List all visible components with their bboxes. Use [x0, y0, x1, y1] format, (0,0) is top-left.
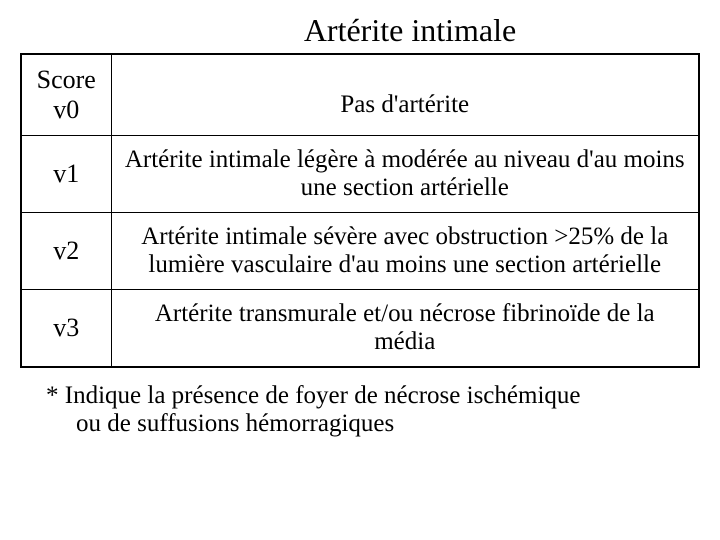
table-row: v2 Artérite intimale sévère avec obstruc… [21, 213, 699, 290]
table-row: v1 Artérite intimale légère à modérée au… [21, 136, 699, 213]
score-cell: Score v0 [21, 54, 111, 136]
score-table: Score v0 Pas d'artérite v1 Artérite inti… [20, 53, 700, 368]
score-header: Score [34, 65, 99, 95]
page-title: Artérite intimale [120, 12, 700, 49]
desc-cell: Artérite transmurale et/ou nécrose fibri… [111, 290, 699, 368]
footnote-line2: ou de suffusions hémorragiques [46, 410, 690, 438]
table-row: v3 Artérite transmurale et/ou nécrose fi… [21, 290, 699, 368]
desc-cell: Artérite intimale légère à modérée au ni… [111, 136, 699, 213]
score-cell: v1 [21, 136, 111, 213]
score-cell: v3 [21, 290, 111, 368]
score-value: v0 [53, 95, 79, 124]
table-row: Score v0 Pas d'artérite [21, 54, 699, 136]
desc-cell: Artérite intimale sévère avec obstructio… [111, 213, 699, 290]
desc-cell: Pas d'artérite [111, 54, 699, 136]
score-cell: v2 [21, 213, 111, 290]
footnote: * Indique la présence de foyer de nécros… [20, 382, 700, 438]
footnote-line1: * Indique la présence de foyer de nécros… [46, 382, 581, 409]
